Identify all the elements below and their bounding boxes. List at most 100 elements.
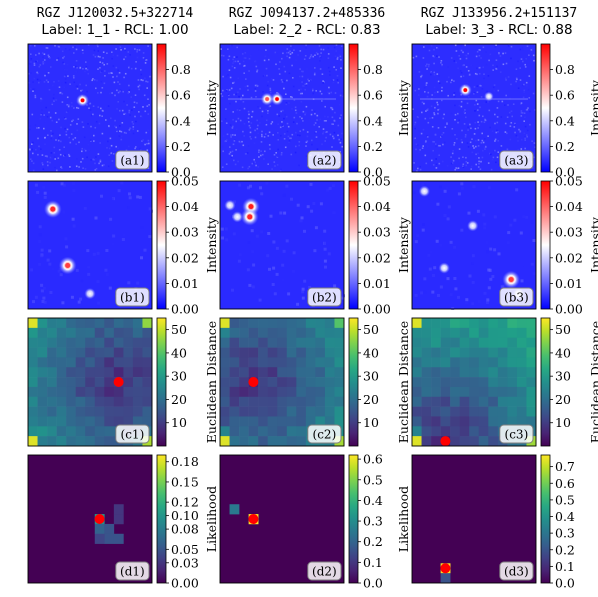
som-cell — [421, 416, 432, 427]
som-cell — [47, 406, 57, 417]
som-cell — [526, 367, 537, 378]
som-cell — [229, 436, 240, 447]
colorbar-tick-label: 0.02 — [555, 250, 583, 265]
colorbar-tick-label: 0.00 — [555, 302, 583, 317]
som-cell — [220, 436, 230, 447]
som-cell — [37, 436, 48, 447]
som-cell — [239, 367, 249, 378]
som-cell — [258, 396, 268, 407]
colorbar-tick-label: 20 — [555, 392, 571, 407]
som-cell — [94, 436, 105, 447]
som-cell — [450, 318, 460, 329]
som-cell — [47, 426, 57, 437]
som-cell — [94, 318, 105, 329]
som-cell — [305, 318, 316, 329]
label-rcl-1: Label: 1_1 - RCL: 1.00 — [41, 22, 189, 38]
colorbar-tick-label: 0.03 — [171, 225, 199, 240]
panel-label-d3: (d3) — [499, 561, 534, 581]
colorbar-tick-label: 0.0 — [555, 165, 575, 180]
som-cell — [85, 357, 96, 368]
som-cell — [497, 357, 508, 368]
som-cell — [497, 416, 508, 427]
som-cell — [324, 318, 335, 329]
som-cell — [315, 416, 326, 427]
colorbar-tick-label: 0.4 — [555, 509, 575, 524]
som-cell — [526, 318, 537, 329]
som-cell — [85, 337, 96, 348]
som-cell — [56, 347, 67, 358]
som-cell — [220, 377, 230, 388]
som-cell — [315, 318, 326, 329]
som-cell — [56, 318, 67, 329]
som-cell — [286, 386, 297, 398]
som-cell — [104, 436, 115, 447]
source-name-1: RGZ J120032.5+322714 — [36, 6, 194, 21]
som-cell — [229, 327, 240, 338]
som-cell — [296, 396, 307, 407]
som-cell — [277, 377, 288, 388]
colorbar-tick-label: 0.2 — [363, 139, 383, 154]
colorbar-label: Euclidean Distance — [396, 321, 411, 443]
som-cell — [248, 406, 259, 417]
som-cell — [142, 357, 153, 368]
som-cell — [324, 386, 335, 398]
colorbar-tick-label: 0.6 — [363, 452, 383, 467]
likelihood-cell — [440, 573, 451, 584]
svg-text:(a3): (a3) — [504, 154, 528, 168]
som-cell — [258, 357, 268, 368]
som-cell — [412, 426, 422, 437]
colorbar-label: Euclidean Distance — [204, 321, 219, 443]
som-cell — [47, 357, 57, 368]
colorbar-tick-label: 0.4 — [171, 113, 191, 128]
som-cell — [142, 416, 153, 427]
som-cell — [324, 406, 335, 417]
som-cell — [478, 357, 489, 368]
som-cell — [334, 337, 345, 348]
som-cell — [412, 377, 422, 388]
som-cell — [248, 426, 259, 437]
colorbar-tick-label: 0.10 — [171, 508, 199, 523]
som-cell — [66, 406, 76, 417]
som-cell — [47, 436, 57, 447]
som-cell — [296, 318, 307, 329]
column-title-1: RGZ J120032.5+322714 Label: 1_1 - RCL: 1… — [20, 6, 210, 38]
likelihood-cell — [94, 523, 105, 535]
panel-label-d1: (d1) — [115, 561, 150, 581]
colorbar-a2: 0.0 0.2 0.4 0.6 0.8 Intensity — [348, 43, 411, 180]
som-cell — [440, 318, 451, 329]
som-cell — [431, 377, 441, 388]
som-cell — [324, 367, 335, 378]
heatmap-c2 — [219, 317, 345, 447]
som-cell — [220, 396, 230, 407]
som-cell — [516, 396, 527, 407]
best-match-marker — [440, 563, 451, 574]
colorbar-a3: 0.0 0.2 0.4 0.6 0.8 Intensity — [540, 43, 598, 180]
som-cell — [239, 318, 249, 329]
som-cell — [47, 377, 57, 388]
colorbar-tick-label: 0.0 — [363, 165, 383, 180]
som-cell — [324, 416, 335, 427]
likelihood-cell — [113, 504, 124, 515]
som-cell — [239, 377, 249, 388]
som-cell — [478, 426, 489, 437]
colorbar-tick-label: 0.04 — [171, 199, 199, 214]
som-cell — [507, 386, 518, 398]
som-cell — [450, 436, 460, 447]
som-cell — [459, 377, 470, 388]
som-cell — [123, 337, 134, 348]
colorbar-tick-label: 0.1 — [363, 555, 383, 570]
som-cell — [516, 327, 527, 338]
colorbar-tick-label: 0.03 — [363, 225, 391, 240]
colorbar-tick-label: 20 — [171, 392, 187, 407]
svg-text:(b2): (b2) — [312, 291, 337, 305]
som-cell — [94, 396, 105, 407]
som-cell — [37, 416, 48, 427]
som-cell — [239, 357, 249, 368]
som-cell — [315, 337, 326, 348]
colorbar-tick-label: 50 — [363, 322, 379, 337]
som-cell — [478, 386, 489, 398]
som-cell — [75, 406, 86, 417]
som-cell — [431, 386, 441, 398]
panel-label-b3: (b3) — [499, 287, 534, 307]
som-cell — [450, 386, 460, 398]
